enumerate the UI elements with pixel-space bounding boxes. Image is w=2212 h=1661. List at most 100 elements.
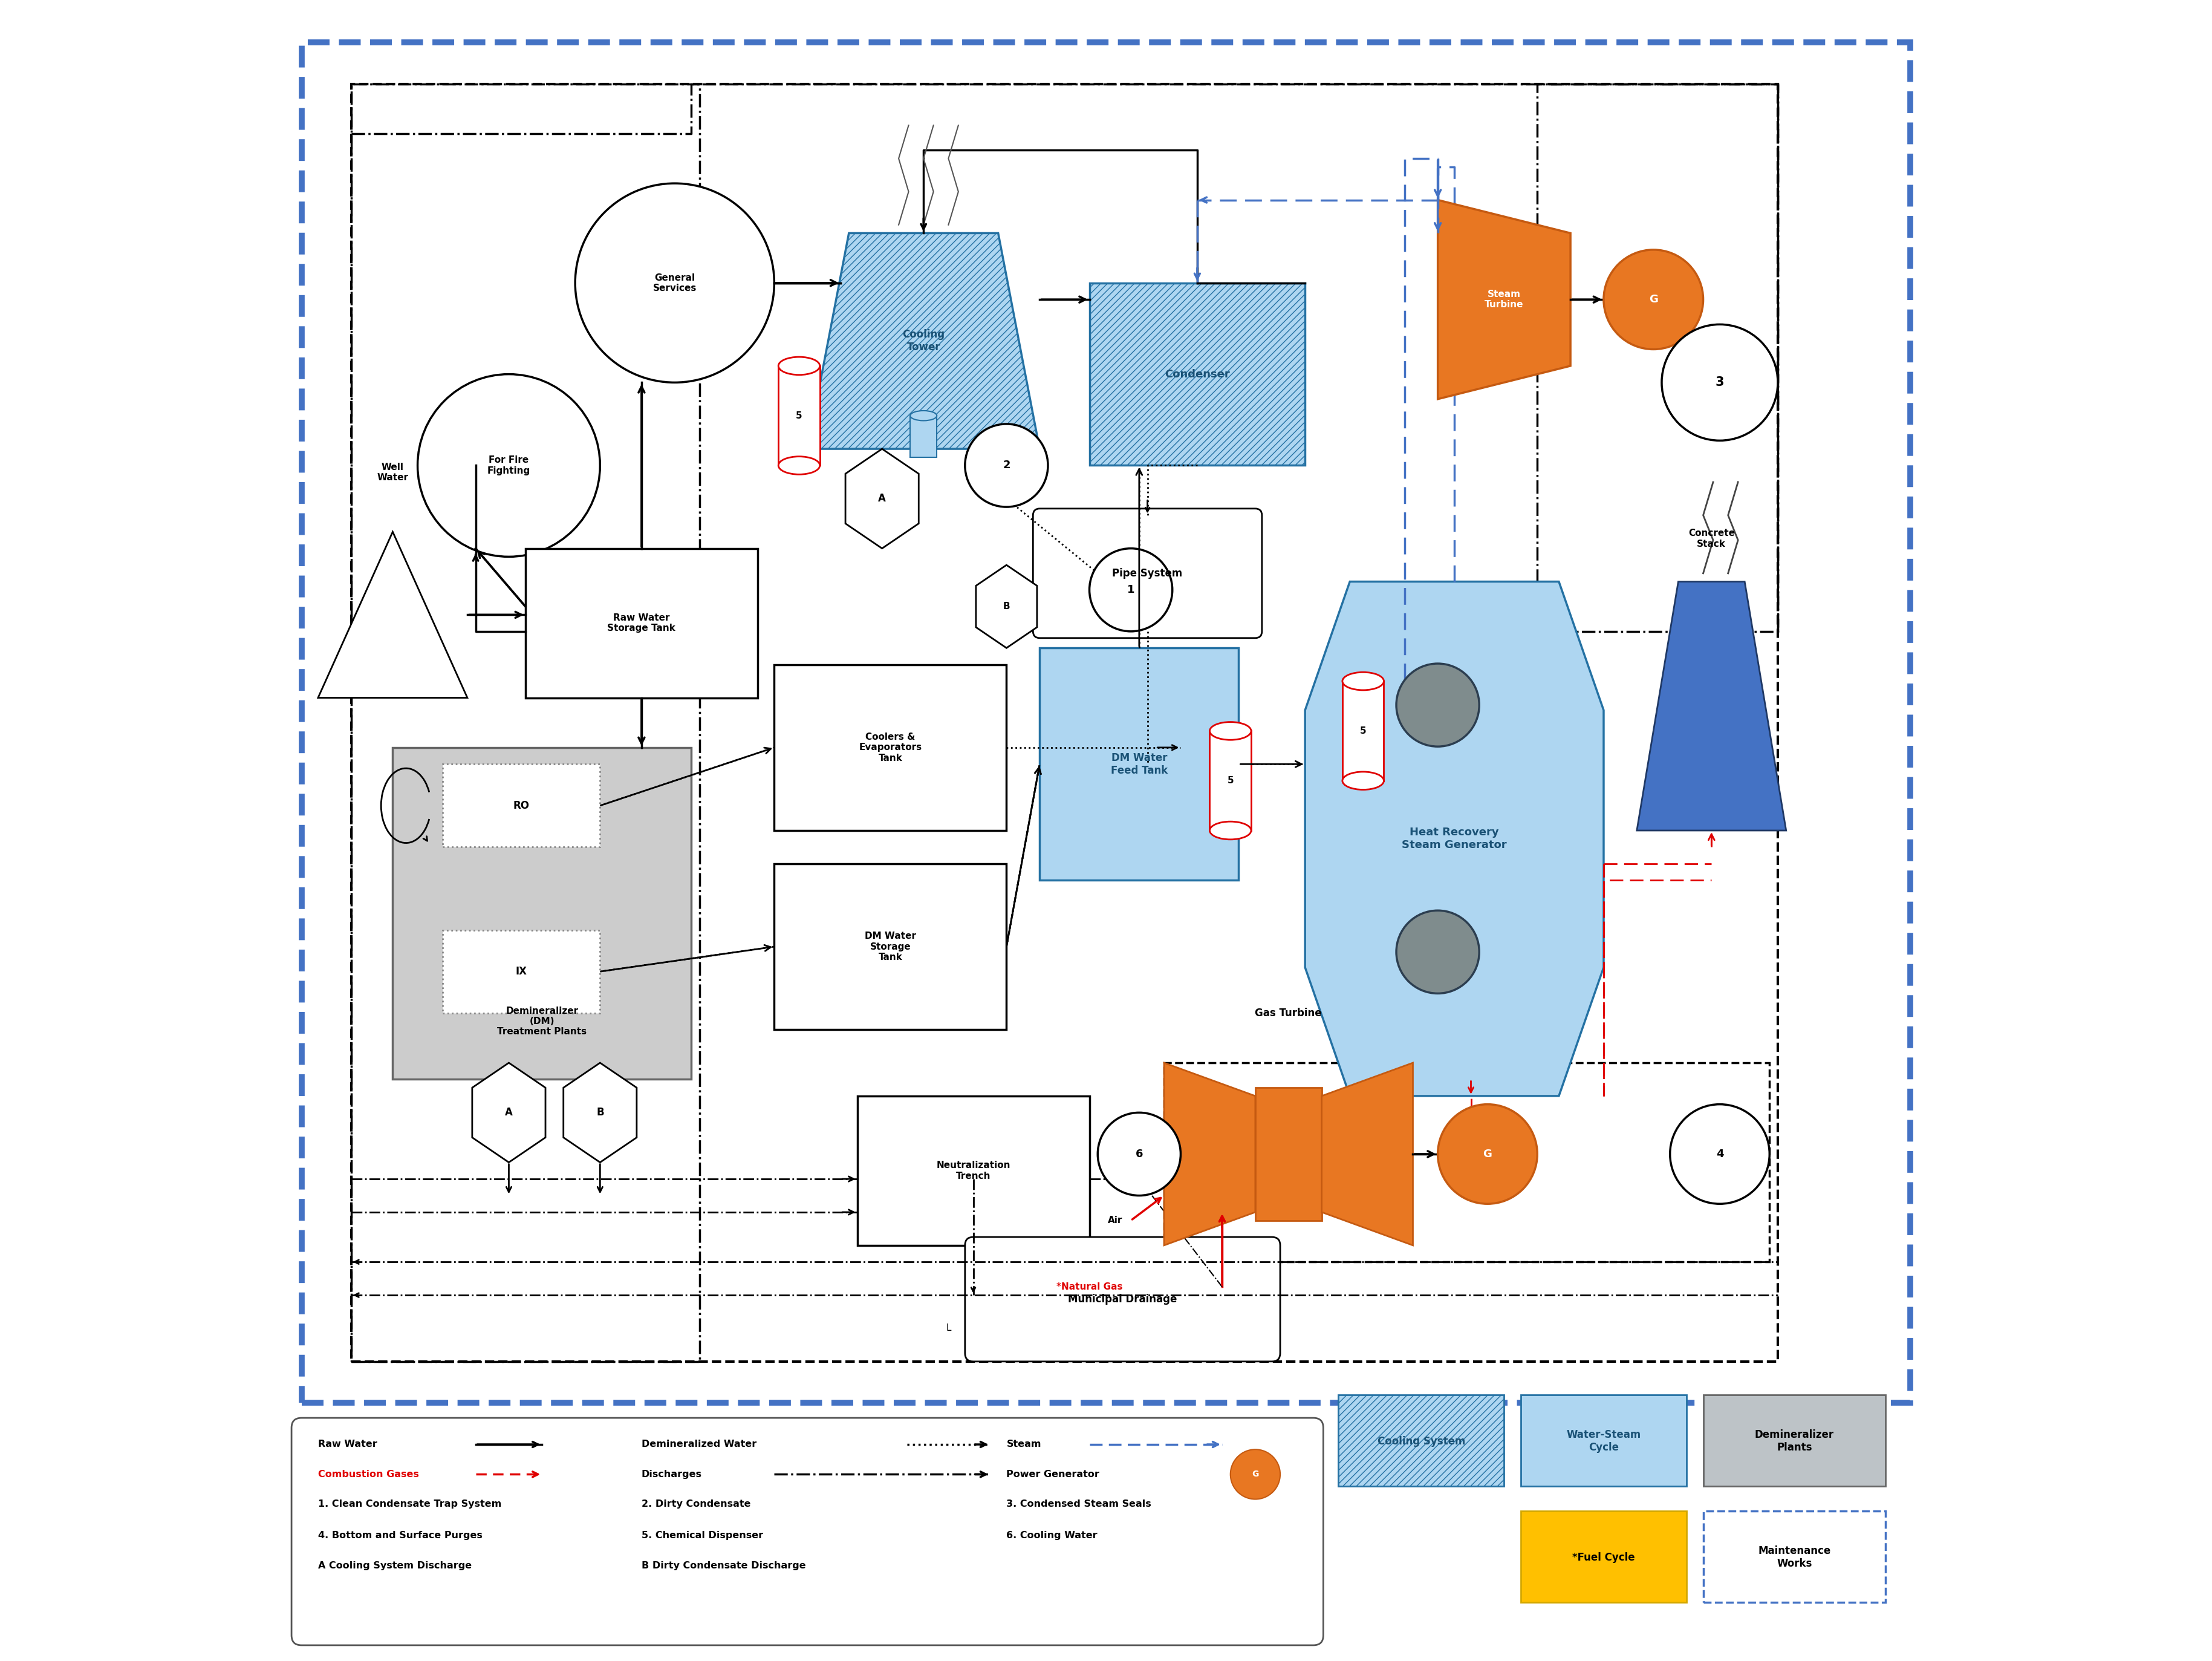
Text: Neutralization
Trench: Neutralization Trench [936, 1161, 1011, 1181]
Text: G: G [1482, 1149, 1493, 1159]
Circle shape [1438, 1105, 1537, 1204]
Text: Cooling System: Cooling System [1378, 1435, 1464, 1447]
Circle shape [575, 183, 774, 382]
Circle shape [1230, 1450, 1281, 1500]
Text: 5: 5 [1360, 726, 1367, 736]
Text: Maintenance
Works: Maintenance Works [1759, 1545, 1832, 1570]
Text: DM Water
Feed Tank: DM Water Feed Tank [1110, 752, 1168, 776]
Circle shape [1097, 1113, 1181, 1196]
Text: Steam
Turbine: Steam Turbine [1484, 289, 1524, 309]
Bar [779, 365, 821, 465]
Text: Raw Water
Storage Tank: Raw Water Storage Tank [608, 613, 675, 633]
Text: Raw Water: Raw Water [319, 1440, 378, 1448]
Text: A: A [878, 493, 887, 503]
Text: 6: 6 [1135, 1149, 1144, 1159]
Ellipse shape [1343, 673, 1385, 689]
Text: Gas Turbine: Gas Turbine [1254, 1008, 1323, 1018]
Ellipse shape [779, 457, 821, 475]
Text: A: A [504, 1108, 513, 1118]
Ellipse shape [779, 357, 821, 375]
Text: A Cooling System Discharge: A Cooling System Discharge [319, 1561, 471, 1570]
Circle shape [1396, 664, 1480, 746]
Circle shape [1604, 249, 1703, 349]
Circle shape [1091, 548, 1172, 631]
Bar [911, 415, 938, 457]
Text: B: B [597, 1108, 604, 1118]
Text: For Fire
Fighting: For Fire Fighting [487, 455, 531, 475]
Text: 3: 3 [1714, 377, 1723, 389]
Text: 2: 2 [1002, 460, 1011, 472]
Text: 2. Dirty Condensate: 2. Dirty Condensate [641, 1500, 750, 1508]
Text: Demineralized Water: Demineralized Water [641, 1440, 757, 1448]
Text: B: B [1002, 601, 1011, 611]
Polygon shape [1637, 581, 1785, 831]
Bar [526, 548, 759, 698]
Text: 5. Chemical Dispenser: 5. Chemical Dispenser [641, 1531, 763, 1540]
Polygon shape [1321, 1063, 1413, 1246]
Bar [442, 930, 599, 1013]
Polygon shape [1254, 1088, 1321, 1221]
Bar [1338, 1395, 1504, 1487]
Text: RO: RO [513, 801, 529, 811]
Text: 4: 4 [1717, 1149, 1723, 1159]
Polygon shape [471, 1063, 546, 1163]
Bar [1703, 1395, 1885, 1487]
Bar [1091, 282, 1305, 465]
Text: 6. Cooling Water: 6. Cooling Water [1006, 1531, 1097, 1540]
Text: Concrete
Stack: Concrete Stack [1688, 528, 1734, 548]
Bar [1343, 681, 1385, 781]
Circle shape [418, 374, 599, 556]
Bar [774, 864, 1006, 1030]
Bar [1040, 648, 1239, 880]
Text: Combustion Gases: Combustion Gases [319, 1470, 418, 1478]
Bar [394, 747, 692, 1080]
Polygon shape [807, 233, 1040, 448]
Text: Air: Air [1108, 1216, 1121, 1224]
Text: 5: 5 [1228, 776, 1234, 786]
Text: Demineralizer
Plants: Demineralizer Plants [1754, 1430, 1834, 1453]
Text: B Dirty Condensate Discharge: B Dirty Condensate Discharge [641, 1561, 805, 1570]
Polygon shape [975, 565, 1037, 648]
Polygon shape [1438, 199, 1571, 399]
Text: 1: 1 [1128, 585, 1135, 595]
Circle shape [1396, 910, 1480, 993]
Ellipse shape [1210, 822, 1252, 839]
Text: Steam: Steam [1006, 1440, 1042, 1448]
Text: IX: IX [515, 967, 526, 977]
Circle shape [1670, 1105, 1770, 1204]
FancyBboxPatch shape [964, 1237, 1281, 1362]
Circle shape [1661, 324, 1778, 440]
Polygon shape [845, 448, 918, 548]
Text: Discharges: Discharges [641, 1470, 701, 1478]
Text: 4. Bottom and Surface Purges: 4. Bottom and Surface Purges [319, 1531, 482, 1540]
FancyBboxPatch shape [292, 1418, 1323, 1646]
Polygon shape [319, 532, 467, 698]
Bar [352, 83, 1778, 1362]
Circle shape [964, 424, 1048, 507]
Text: Power Generator: Power Generator [1006, 1470, 1099, 1478]
Polygon shape [1305, 581, 1604, 1096]
Text: Well
Water: Well Water [376, 462, 409, 482]
Bar [1520, 1395, 1686, 1487]
Ellipse shape [1343, 772, 1385, 789]
Bar [1537, 83, 1778, 631]
Text: Pipe System: Pipe System [1113, 568, 1183, 578]
Bar [1520, 1512, 1686, 1603]
Bar [1164, 1063, 1770, 1262]
Text: Condenser: Condenser [1166, 369, 1230, 380]
Text: Heat Recovery
Steam Generator: Heat Recovery Steam Generator [1402, 827, 1506, 850]
Ellipse shape [1210, 723, 1252, 739]
Bar [858, 1096, 1091, 1246]
Text: G: G [1648, 294, 1659, 306]
Text: 5: 5 [796, 412, 803, 420]
Ellipse shape [911, 410, 938, 420]
Bar [442, 764, 599, 847]
Text: *Fuel Cycle: *Fuel Cycle [1573, 1551, 1635, 1563]
Bar [301, 42, 1911, 1404]
Text: Municipal Drainage: Municipal Drainage [1068, 1294, 1177, 1304]
Text: DM Water
Storage
Tank: DM Water Storage Tank [865, 932, 916, 962]
Bar [1703, 1512, 1885, 1603]
Text: Cooling
Tower: Cooling Tower [902, 329, 945, 352]
Text: 3. Condensed Steam Seals: 3. Condensed Steam Seals [1006, 1500, 1152, 1508]
Text: *Natural Gas: *Natural Gas [1057, 1282, 1121, 1291]
